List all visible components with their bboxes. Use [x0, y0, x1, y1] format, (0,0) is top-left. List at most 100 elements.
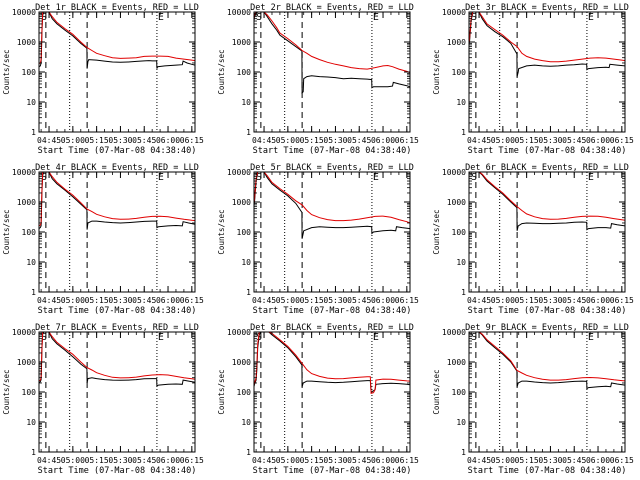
- y-tick-label: 100: [452, 388, 467, 397]
- y-tick-label: 10: [241, 418, 251, 427]
- y-tick-label: 1000: [447, 38, 466, 47]
- y-tick-label: 1000: [232, 358, 251, 367]
- x-tick-label: 06:00: [371, 456, 395, 465]
- x-tick-label: 05:00: [276, 296, 300, 305]
- x-tick-label: 06:00: [586, 296, 610, 305]
- plot-frame: [253, 11, 411, 133]
- y-tick-label: 1000: [447, 358, 466, 367]
- y-tick-label: 100: [452, 228, 467, 237]
- series-line-events: [468, 171, 626, 231]
- x-tick-label: 06:00: [371, 136, 395, 145]
- x-tick-label: 04:45: [467, 456, 491, 465]
- y-axis-label: Counts/sec: [2, 369, 11, 414]
- panel-title: Det 7r BLACK = Events, RED = LLD: [35, 323, 199, 333]
- plot-frame: [38, 171, 196, 293]
- series-line-events: [38, 331, 196, 387]
- panel-title: Det 2r BLACK = Events, RED = LLD: [250, 3, 414, 13]
- annotation-e: E: [373, 12, 379, 23]
- panel-title: Det 3r BLACK = Events, RED = LLD: [465, 3, 629, 13]
- x-tick-label: 06:15: [395, 296, 419, 305]
- x-tick-label: 06:00: [371, 296, 395, 305]
- series-line-lld: [469, 331, 626, 382]
- y-axis-label: Counts/sec: [432, 49, 441, 94]
- x-tick-label: 05:15: [300, 296, 324, 305]
- y-tick-label: 10: [241, 98, 251, 107]
- x-axis-label: Start Time (07-Mar-08 04:38:40): [468, 466, 627, 476]
- x-tick-label: 05:45: [132, 296, 156, 305]
- series-line-lld: [253, 171, 411, 224]
- annotation-s: S: [41, 332, 47, 343]
- y-tick-label: 10000: [227, 168, 251, 177]
- x-tick-label: 05:30: [323, 456, 347, 465]
- x-axis-label: Start Time (07-Mar-08 04:38:40): [38, 146, 197, 156]
- series-line-events: [38, 11, 196, 69]
- series-line-events: [253, 11, 411, 95]
- y-axis-label: Counts/sec: [432, 369, 441, 414]
- series-line-events: [253, 331, 411, 393]
- x-tick-label: 05:45: [347, 296, 371, 305]
- x-tick-label: 04:45: [467, 136, 491, 145]
- x-tick-label: 06:15: [395, 456, 419, 465]
- y-tick-label: 1: [461, 448, 466, 457]
- x-tick-label: 05:45: [132, 136, 156, 145]
- x-tick-label: 06:15: [395, 136, 419, 145]
- annotation-e: E: [588, 332, 594, 343]
- x-tick-label: 06:00: [586, 136, 610, 145]
- x-tick-label: 05:15: [515, 136, 539, 145]
- x-tick-label: 06:00: [586, 456, 610, 465]
- annotation-s: S: [471, 332, 477, 343]
- series-line-lld: [468, 11, 626, 63]
- y-tick-label: 100: [237, 388, 252, 397]
- x-tick-label: 05:30: [538, 296, 562, 305]
- x-tick-label: 05:45: [347, 136, 371, 145]
- x-tick-label: 05:00: [491, 456, 515, 465]
- x-axis-label: Start Time (07-Mar-08 04:38:40): [253, 146, 412, 156]
- annotation-s: S: [471, 12, 477, 23]
- x-tick-label: 05:15: [515, 296, 539, 305]
- y-tick-label: 1: [461, 288, 466, 297]
- y-tick-label: 10: [26, 258, 36, 267]
- annotation-s: S: [256, 12, 262, 23]
- y-tick-label: 1000: [447, 198, 466, 207]
- annotation-e: E: [158, 332, 164, 343]
- series-line-lld: [253, 331, 411, 395]
- plot-frame: [253, 171, 411, 293]
- plot-frame: [38, 11, 196, 133]
- annotation-s: S: [256, 172, 262, 183]
- x-tick-label: 05:45: [347, 456, 371, 465]
- annotation-s: S: [471, 172, 477, 183]
- y-tick-label: 100: [452, 68, 467, 77]
- x-tick-label: 06:00: [156, 136, 180, 145]
- x-tick-label: 04:45: [252, 136, 276, 145]
- x-axis-label: Start Time (07-Mar-08 04:38:40): [253, 466, 412, 476]
- series-line-lld: [469, 171, 626, 221]
- y-axis-label: Counts/sec: [217, 369, 226, 414]
- series-line-lld: [38, 171, 196, 227]
- y-tick-label: 100: [237, 228, 252, 237]
- x-tick-label: 06:15: [180, 456, 204, 465]
- x-tick-label: 05:00: [276, 456, 300, 465]
- x-axis-label: Start Time (07-Mar-08 04:38:40): [253, 306, 412, 316]
- y-tick-label: 10000: [442, 8, 466, 17]
- x-tick-label: 05:45: [562, 296, 586, 305]
- panel-title: Det 1r BLACK = Events, RED = LLD: [35, 3, 199, 13]
- y-tick-label: 10: [456, 98, 466, 107]
- x-tick-label: 05:45: [562, 136, 586, 145]
- series-line-lld: [38, 331, 196, 382]
- plot-frame: [468, 171, 626, 293]
- y-tick-label: 10000: [227, 328, 251, 337]
- y-tick-label: 10: [26, 418, 36, 427]
- x-tick-label: 05:15: [85, 296, 109, 305]
- x-tick-label: 06:15: [180, 136, 204, 145]
- x-tick-label: 05:00: [61, 136, 85, 145]
- y-tick-label: 10000: [12, 328, 36, 337]
- y-tick-label: 1000: [232, 198, 251, 207]
- x-tick-label: 05:30: [323, 136, 347, 145]
- x-tick-label: 04:45: [37, 136, 61, 145]
